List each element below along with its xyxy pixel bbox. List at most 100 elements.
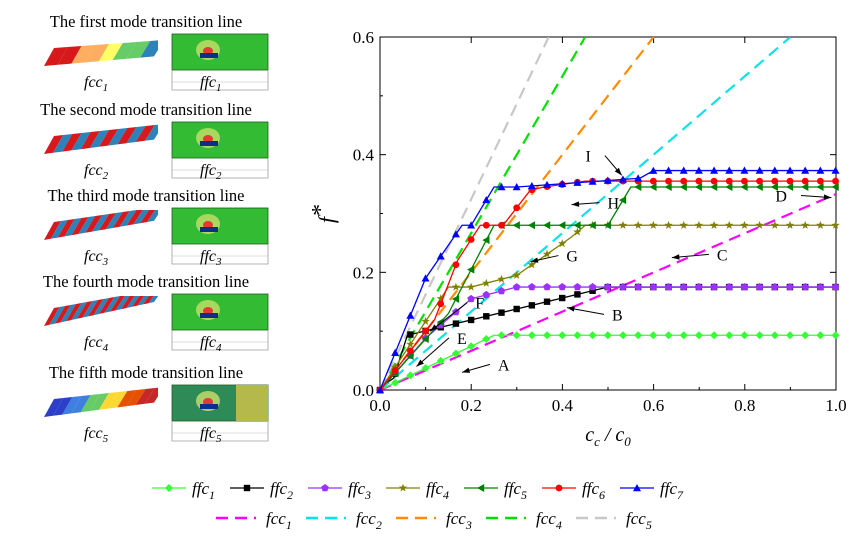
data-point — [467, 221, 476, 229]
legend-entry-label: fcc4 — [536, 509, 562, 532]
data-point — [421, 274, 430, 282]
data-point — [801, 177, 809, 185]
data-point — [437, 300, 445, 308]
data-point — [634, 183, 642, 192]
data-point — [710, 283, 718, 291]
data-point — [588, 283, 597, 291]
data-point — [498, 309, 505, 316]
mode-panel-title: The second mode transition line — [40, 100, 252, 119]
legend-entry-label: ffc7 — [660, 479, 684, 502]
data-point — [633, 220, 643, 229]
data-point — [786, 283, 794, 291]
annotation-arrowhead — [671, 254, 680, 260]
data-point — [664, 183, 672, 192]
data-point — [680, 177, 688, 185]
data-point — [770, 220, 779, 229]
data-point — [477, 484, 485, 492]
data-point — [725, 183, 733, 192]
data-point — [558, 239, 567, 248]
legend-entry-label: fcc2 — [356, 509, 382, 532]
y-axis-label: f* — [308, 205, 339, 223]
annotation-arrow — [429, 302, 468, 332]
data-point — [618, 220, 628, 229]
data-point — [785, 166, 794, 174]
data-point — [573, 283, 582, 291]
data-point — [555, 484, 563, 492]
legend-marker — [321, 484, 329, 492]
mode-panel-title: The fourth mode transition line — [42, 272, 250, 291]
data-point — [710, 177, 718, 185]
mode-panel-title: The third mode transition line — [47, 186, 245, 205]
data-point — [513, 305, 520, 313]
data-point — [543, 221, 551, 230]
annotation-label: D — [775, 189, 787, 206]
annotation-arrowhead — [614, 167, 622, 176]
y-tick-label: 0.2 — [353, 263, 374, 282]
data-point — [694, 331, 703, 340]
data-point — [755, 166, 764, 174]
x-tick-label: 0.4 — [552, 396, 574, 415]
data-point — [679, 220, 688, 229]
data-point — [618, 331, 627, 340]
series-line-fcc-3 — [380, 37, 655, 390]
ffc-mode-label: ffc1 — [200, 74, 222, 95]
fcc-mode-label: fcc5 — [84, 425, 109, 446]
ffc-mode-shape-image — [171, 33, 269, 91]
annotation-arrowhead — [462, 367, 471, 373]
data-point — [467, 294, 475, 303]
data-point — [573, 331, 582, 340]
data-point — [755, 331, 764, 340]
data-point — [679, 331, 688, 340]
data-point — [831, 283, 840, 291]
data-point — [816, 331, 825, 340]
data-point — [801, 183, 809, 192]
data-point — [406, 311, 415, 319]
data-point — [467, 265, 475, 274]
data-point — [466, 282, 476, 291]
ffc-mode-shape-image — [171, 121, 269, 179]
legend-marker — [477, 484, 485, 492]
annotation-arrowhead — [430, 324, 438, 332]
mode-panel-title: The first mode transition line — [49, 12, 243, 31]
data-point — [679, 283, 688, 291]
x-axis-label: cc / c0 — [585, 424, 631, 449]
data-point — [467, 236, 475, 243]
data-point — [603, 283, 612, 291]
annotation-label: I — [586, 149, 591, 166]
data-point — [618, 196, 627, 205]
annotation-label: F — [475, 296, 484, 313]
data-point — [740, 220, 749, 229]
data-point — [436, 252, 445, 260]
fcc-mode-shape-image — [44, 40, 158, 66]
annotation-label: A — [498, 357, 510, 374]
data-point — [603, 176, 612, 184]
data-point — [482, 290, 491, 299]
data-point — [816, 183, 824, 192]
mode-panel-title: The fifth mode transition line — [48, 363, 244, 382]
data-point — [573, 178, 582, 186]
data-point — [801, 166, 810, 174]
series-line-fcc-4 — [380, 37, 587, 390]
data-point — [321, 484, 329, 492]
data-point — [543, 298, 551, 305]
ffc-mode-shape-image — [171, 384, 269, 442]
data-point — [664, 166, 673, 174]
ffc-mode-shape-image — [171, 207, 269, 265]
data-point — [543, 331, 552, 340]
data-point — [512, 283, 521, 291]
data-point — [679, 166, 688, 174]
data-point — [634, 174, 643, 182]
x-tick-label: 0.0 — [369, 396, 390, 415]
fcc-mode-label: fcc1 — [84, 74, 109, 95]
data-point — [785, 220, 795, 229]
data-point — [618, 175, 627, 183]
data-point — [512, 183, 521, 191]
data-point — [755, 183, 763, 192]
data-point — [634, 283, 642, 291]
data-point — [497, 274, 506, 283]
data-point — [482, 221, 490, 229]
data-point — [543, 180, 552, 189]
data-point — [528, 302, 536, 309]
data-point — [527, 260, 537, 269]
ffc-mode-shape-image — [171, 293, 269, 351]
